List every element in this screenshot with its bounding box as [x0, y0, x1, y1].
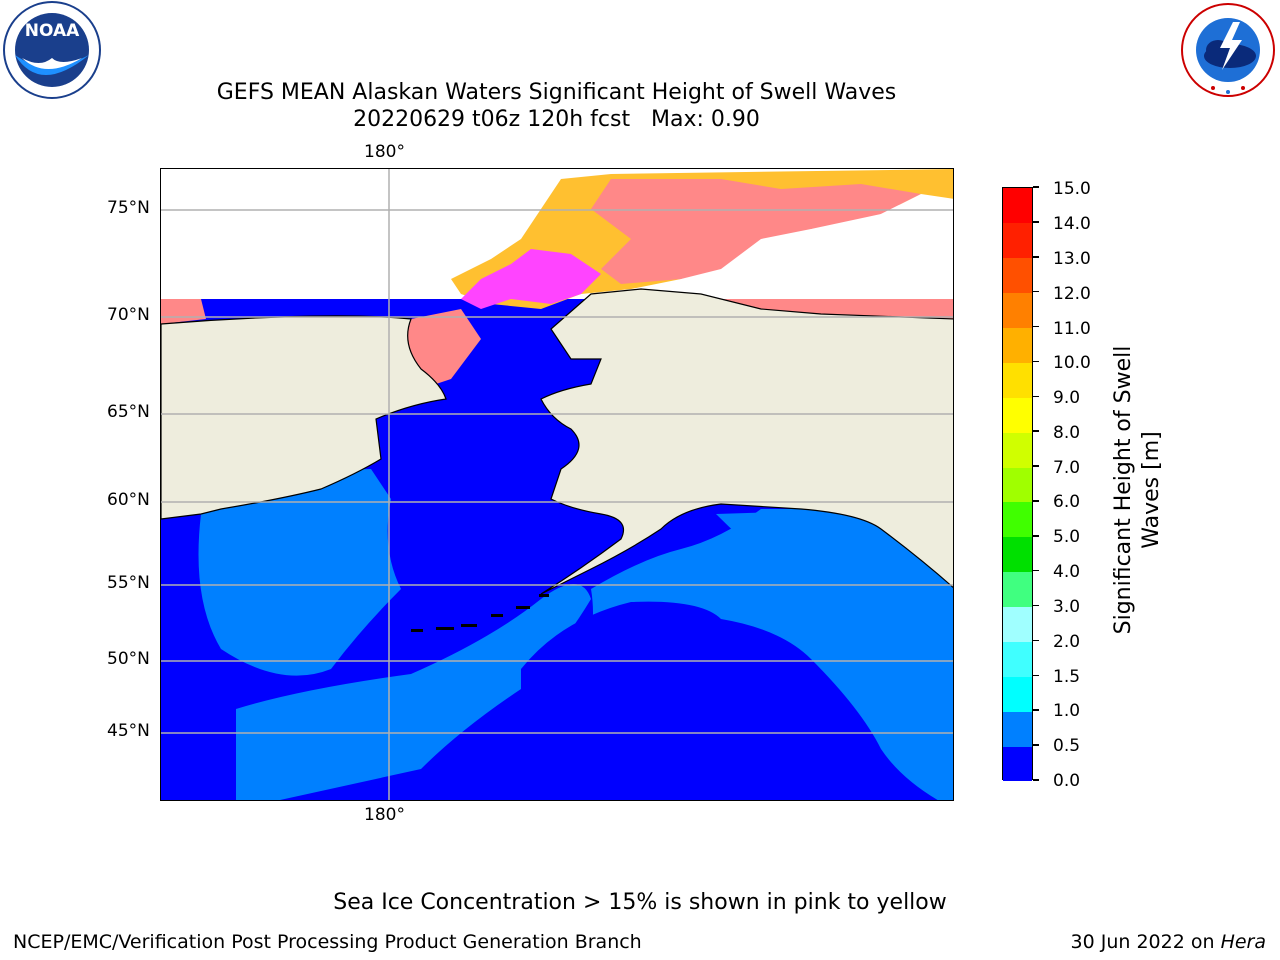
lat-label-75: 75°N — [107, 198, 150, 218]
cb-tick-12: 12.0 — [1053, 284, 1091, 304]
colorbar-bin — [1003, 676, 1032, 712]
sea-ice-salmon — [591, 179, 921, 284]
nws-logo-icon — [1181, 3, 1275, 97]
ocean-mid-swell-south — [236, 584, 591, 800]
footer-date-text: 30 Jun 2022 on — [1070, 931, 1221, 953]
lat-label-65: 65°N — [107, 402, 150, 422]
cb-tick-6: 6.0 — [1053, 492, 1081, 512]
chart-title-line2: 20220629 t06z 120h fcst Max: 0.90 — [353, 107, 760, 132]
colorbar-bin — [1003, 327, 1032, 363]
colorbar — [1002, 187, 1033, 782]
colorbar-tick-mark — [1033, 465, 1039, 467]
cb-tick-8: 8.0 — [1053, 423, 1081, 443]
lat-label-45: 45°N — [107, 721, 150, 741]
sea-ice-pink — [461, 249, 601, 309]
colorbar-tick-mark — [1033, 674, 1039, 677]
colorbar-tick-mark — [1033, 256, 1039, 258]
map-panel — [160, 168, 954, 801]
colorbar-bin — [1003, 467, 1032, 503]
cb-tick-11: 11.0 — [1053, 319, 1091, 339]
noaa-logo: NOAA — [0, 0, 104, 104]
colorbar-bin — [1003, 257, 1032, 294]
cb-tick-14: 14.0 — [1053, 214, 1091, 234]
cb-tick-1: 1.0 — [1053, 701, 1081, 721]
no-data-beaufort — [861, 194, 953, 229]
colorbar-tick-mark — [1033, 604, 1039, 607]
cb-tick-5: 5.0 — [1053, 527, 1081, 547]
cb-tick-1-5: 1.5 — [1053, 667, 1081, 687]
lat-label-50: 50°N — [107, 649, 150, 669]
colorbar-tick-mark — [1033, 186, 1039, 188]
ocean-mid-swell-west — [198, 469, 401, 676]
footer-branch: NCEP/EMC/Verification Post Processing Pr… — [13, 931, 642, 953]
footer-host: Hera — [1220, 931, 1266, 953]
footer-date: 30 Jun 2022 on Hera — [1071, 931, 1266, 953]
colorbar-bin — [1003, 641, 1032, 677]
cb-tick-7: 7.0 — [1053, 458, 1081, 478]
colorbar-bin — [1003, 292, 1032, 329]
cb-tick-15: 15.0 — [1053, 179, 1091, 199]
colorbar-tick-mark — [1033, 325, 1039, 328]
colorbar-tick-mark — [1033, 290, 1039, 293]
colorbar-bin — [1003, 571, 1032, 608]
colorbar-tick-mark — [1033, 395, 1039, 398]
colorbar-bin — [1003, 711, 1032, 747]
colorbar-tick-mark — [1033, 744, 1039, 746]
swell-height-map — [161, 169, 953, 800]
cb-tick-10: 10.0 — [1053, 353, 1091, 373]
colorbar-bin — [1003, 432, 1032, 468]
colorbar-label-line2: Waves [m] — [1139, 431, 1164, 549]
sea-ice-note: Sea Ice Concentration > 15% is shown in … — [333, 890, 947, 915]
lon-label-bottom: 180° — [364, 805, 405, 825]
colorbar-label: Significant Height of Swell Waves [m] — [1098, 330, 1164, 650]
ocean-low-swell-gulf — [521, 601, 938, 800]
lon-label-top: 180° — [364, 142, 405, 162]
colorbar-tick-mark — [1033, 535, 1039, 537]
colorbar-bin — [1003, 536, 1032, 573]
cb-tick-3: 3.0 — [1053, 597, 1081, 617]
colorbar-bin — [1003, 188, 1032, 224]
cb-tick-4: 4.0 — [1053, 562, 1081, 582]
aleutian-islands — [411, 594, 549, 632]
colorbar-tick-mark — [1033, 221, 1039, 223]
colorbar-tick-mark — [1033, 709, 1039, 711]
nws-logo — [1178, 0, 1278, 100]
colorbar-bin — [1003, 362, 1032, 398]
colorbar-bin — [1003, 222, 1032, 259]
colorbar-bin — [1003, 606, 1032, 642]
cb-tick-2: 2.0 — [1053, 632, 1081, 652]
colorbar-bin — [1003, 501, 1032, 538]
cb-tick-0-5: 0.5 — [1053, 736, 1081, 756]
cb-tick-0: 0.0 — [1053, 771, 1081, 791]
chart-title-line1: GEFS MEAN Alaskan Waters Significant Hei… — [216, 80, 897, 105]
colorbar-tick-mark — [1033, 500, 1039, 502]
colorbar-label-line1: Significant Height of Swell — [1111, 345, 1136, 635]
map-gridlines — [161, 169, 953, 800]
colorbar-bin — [1003, 397, 1032, 433]
cb-tick-13: 13.0 — [1053, 249, 1091, 269]
cb-tick-9: 9.0 — [1053, 388, 1081, 408]
lat-label-70: 70°N — [107, 305, 150, 325]
colorbar-tick-mark — [1033, 779, 1039, 781]
colorbar-tick-mark — [1033, 360, 1039, 363]
lat-label-55: 55°N — [107, 573, 150, 593]
colorbar-tick-mark — [1033, 639, 1039, 642]
colorbar-tick-mark — [1033, 569, 1039, 572]
lat-label-60: 60°N — [107, 490, 150, 510]
ocean-mid-swell-gulf-alaska — [716, 509, 953, 639]
colorbar-tick-mark — [1033, 430, 1039, 432]
colorbar-bin — [1003, 746, 1032, 782]
noaa-logo-icon: NOAA — [3, 1, 101, 99]
noaa-logo-text: NOAA — [25, 21, 80, 41]
